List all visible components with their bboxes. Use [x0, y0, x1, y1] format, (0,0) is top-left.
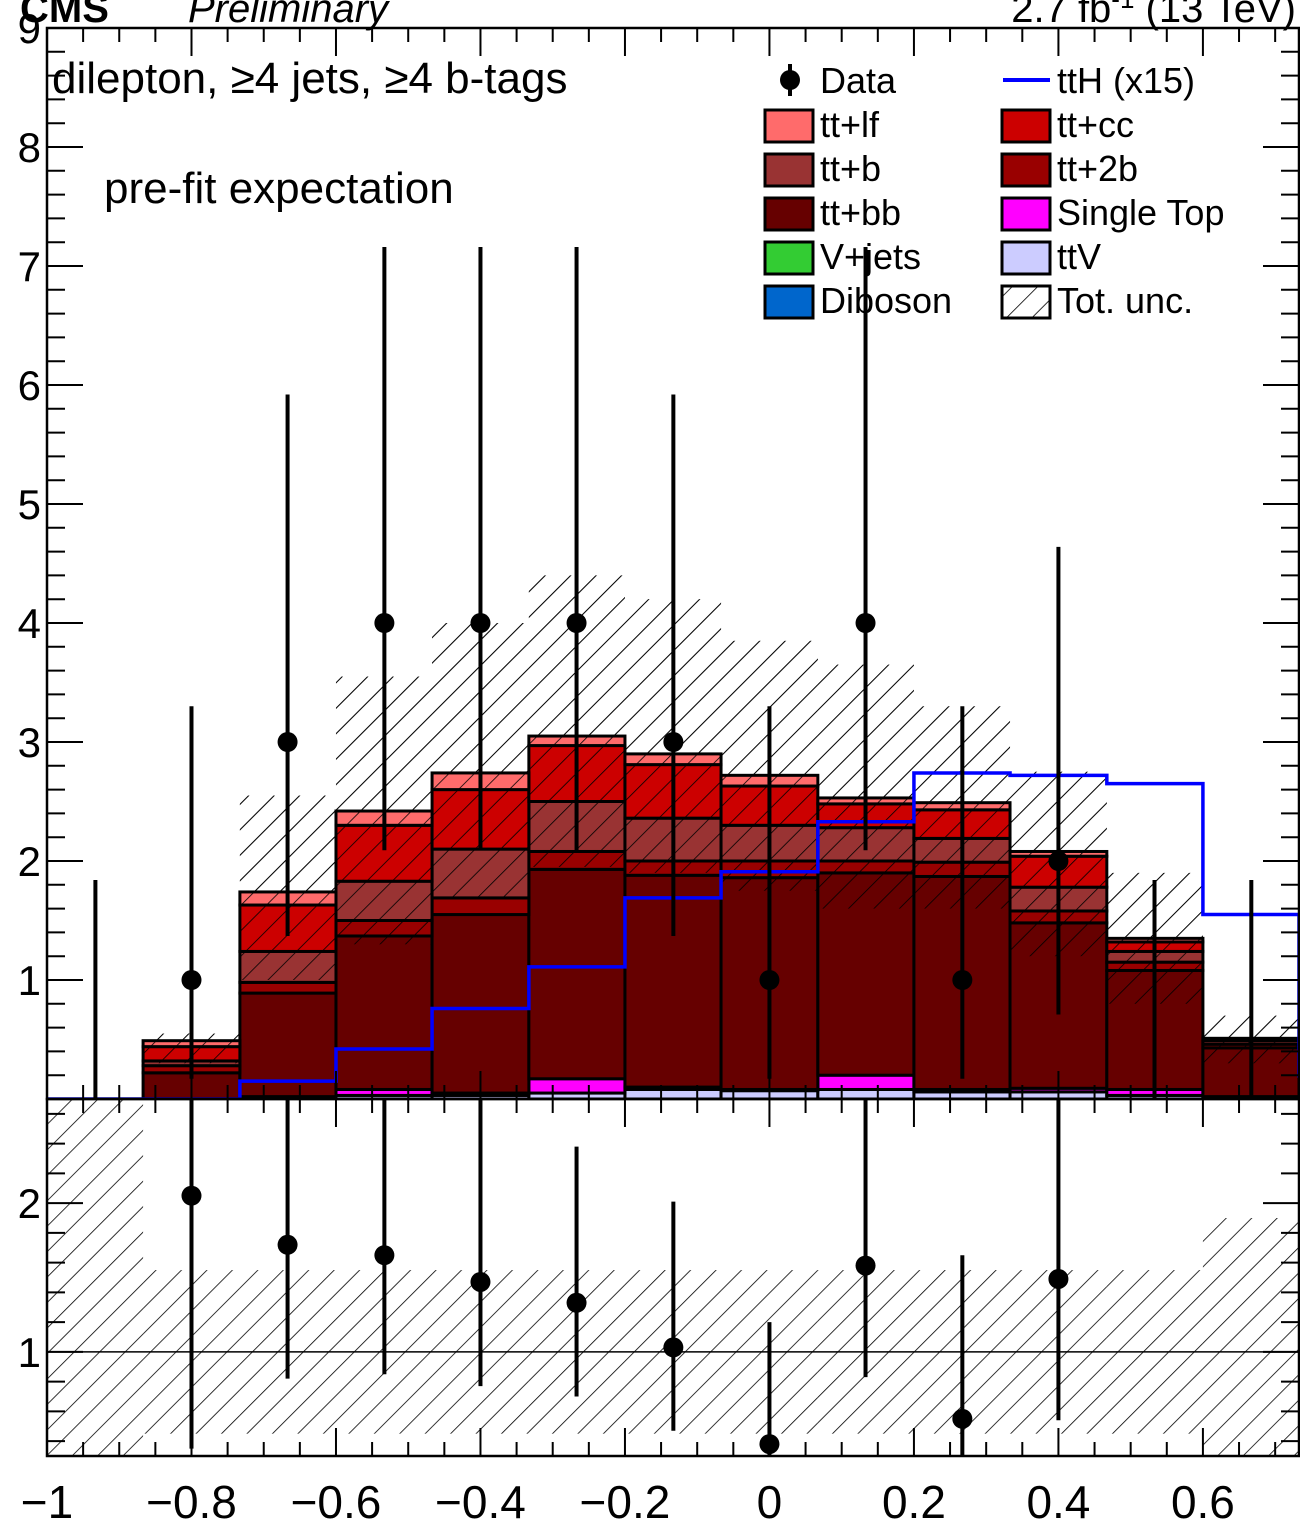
ratio-y-tick-label: 2 [18, 1180, 41, 1227]
legend-swatch [1000, 152, 1052, 188]
ratio-point [952, 1408, 973, 1429]
x-tick-label: 0.4 [1026, 1476, 1090, 1527]
experiment-label: CMS [20, 0, 109, 31]
legend-label: tt+lf [820, 104, 880, 145]
ratio-axes: 1 2 −1 −0.8 −0.6 −0.4 −0.2 0 0.2 0.4 0.6 [18, 1097, 1300, 1527]
x-tick-label: −0.6 [291, 1476, 382, 1527]
data-points [93, 246, 1254, 1099]
legend-label: ttV [1057, 236, 1101, 277]
data-point [566, 613, 587, 633]
legend-swatch [763, 196, 815, 232]
x-tick-label: −0.4 [435, 1476, 526, 1527]
legend-label: tt+2b [1057, 148, 1138, 189]
stack-bar [334, 934, 434, 1091]
legend-label: Tot. unc. [1057, 280, 1193, 321]
legend-label: Single Top [1057, 192, 1224, 233]
stack-bar [430, 896, 531, 917]
ratio-y-tick-label: 1 [18, 1329, 41, 1376]
legend-swatch [763, 108, 815, 144]
stack-bar [527, 867, 627, 1081]
legend-label: ttH (x15) [1057, 60, 1195, 101]
ratio-point [374, 1245, 395, 1266]
ratio-unc-bin [1202, 1218, 1299, 1456]
legend-swatch [763, 240, 815, 276]
category-label: dilepton, ≥4 jets, ≥4 b-tags [52, 54, 567, 103]
legend-label: tt+bb [820, 192, 901, 233]
legend-label: Diboson [820, 280, 952, 321]
main-y-tick-label: 9 [18, 5, 41, 52]
main-y-tick-label: 5 [18, 481, 41, 528]
legend-label: tt+b [820, 148, 881, 189]
ratio-point [277, 1234, 298, 1255]
legend-label: tt+cc [1057, 104, 1134, 145]
x-tick-label: −0.8 [146, 1476, 237, 1527]
legend-data-marker [780, 70, 800, 90]
data-point [277, 732, 298, 752]
x-tick-label: −0.2 [580, 1476, 671, 1527]
legend: Data ttH (x15) tt+lf tt+cc tt+b tt+2b tt+bb Sin… [763, 60, 1224, 321]
main-panel: 1 2 3 4 5 6 7 8 9 dilepton, ≥4 jets, ≥4 b-tags p… [18, 5, 1300, 1101]
data-point [470, 613, 491, 633]
plot-header: CMS Preliminary 2.7 fb-1 (13 TeV) [20, 0, 1296, 31]
data-point [952, 970, 973, 990]
main-y-tick-label: 7 [18, 243, 41, 290]
data-point [855, 613, 876, 633]
ratio-unc-bin [47, 1099, 144, 1456]
stack-bar [238, 991, 338, 1099]
legend-swatch [1000, 240, 1052, 276]
stack-bar [816, 1073, 916, 1091]
main-y-tick-label: 3 [18, 719, 41, 766]
ratio-panel: 1 2 −1 −0.8 −0.6 −0.4 −0.2 0 0.2 0.4 0.6 [18, 1097, 1300, 1527]
x-tick-label: −1 [21, 1476, 73, 1527]
main-axes: 1 2 3 4 5 6 7 8 9 [18, 5, 1300, 1101]
ratio-point [181, 1185, 202, 1206]
stack-bar [527, 1077, 627, 1095]
legend-swatch [763, 284, 815, 320]
stack-bar [238, 980, 338, 995]
ratio-frame [45, 1097, 1300, 1458]
main-y-tick-label: 2 [18, 838, 41, 885]
x-tick-label: 0 [757, 1476, 783, 1527]
data-point [374, 613, 395, 633]
ratio-point [855, 1255, 876, 1276]
data-point [1048, 851, 1069, 871]
legend-swatch [1000, 196, 1052, 232]
legend-unc-swatch [1000, 284, 1052, 320]
ratio-point [566, 1292, 587, 1313]
data-point [759, 970, 780, 990]
main-y-tick-label: 1 [18, 957, 41, 1004]
status-label: Preliminary [188, 0, 391, 31]
data-point [663, 732, 684, 752]
main-y-tick-label: 8 [18, 124, 41, 171]
x-tick-label: 0.6 [1171, 1476, 1235, 1527]
data-point [181, 970, 202, 990]
stack-bar [430, 913, 531, 1095]
ratio-points [181, 1099, 1069, 1456]
fit-state-label: pre-fit expectation [104, 164, 454, 213]
ratio-point [470, 1271, 491, 1292]
x-tick-label: 0.2 [882, 1476, 946, 1527]
ratio-point [1048, 1268, 1069, 1289]
legend-swatch [763, 152, 815, 188]
legend-label: Data [820, 60, 897, 101]
ratio-point [663, 1337, 684, 1358]
main-y-tick-label: 6 [18, 362, 41, 409]
luminosity-label: 2.7 fb-1 (13 TeV) [1011, 0, 1296, 31]
legend-swatch [1000, 108, 1052, 144]
main-y-tick-label: 4 [18, 600, 41, 647]
legend-label: V+jets [820, 236, 921, 277]
